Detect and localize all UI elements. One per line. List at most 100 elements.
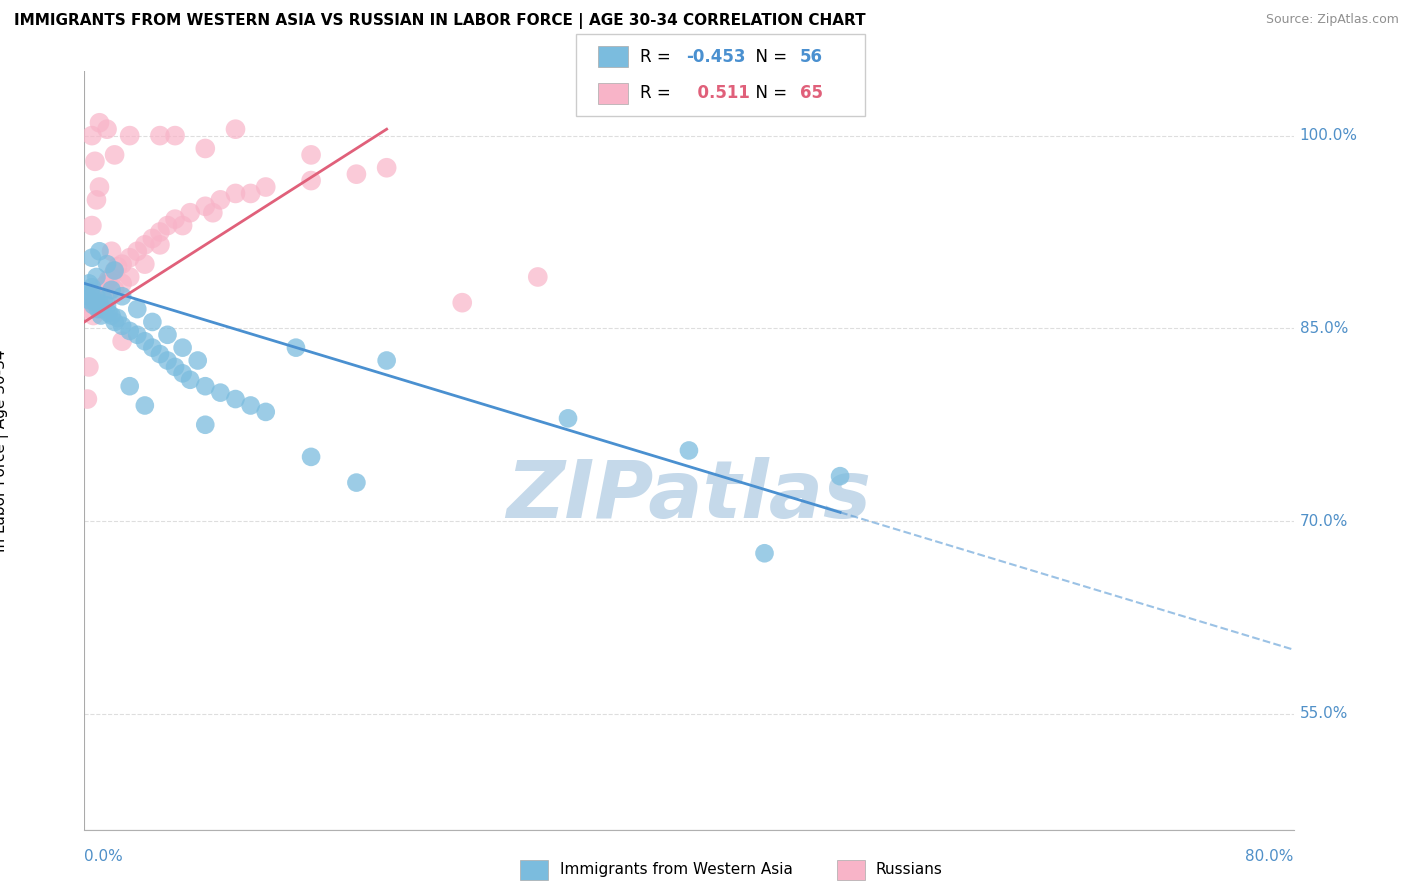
Point — [96, 122, 118, 136]
Point — [100, 309, 122, 323]
Point — [118, 128, 141, 143]
Point — [156, 353, 179, 368]
Point — [84, 295, 107, 310]
Point — [80, 128, 103, 143]
Point — [84, 154, 107, 169]
Text: 0.0%: 0.0% — [84, 849, 124, 863]
Point — [96, 289, 118, 303]
Point — [80, 285, 103, 300]
Text: Immigrants from Western Asia: Immigrants from Western Asia — [560, 863, 793, 877]
Point — [254, 405, 277, 419]
Point — [678, 443, 700, 458]
Point — [209, 193, 232, 207]
Point — [346, 167, 368, 181]
Point — [134, 334, 156, 349]
Point — [89, 116, 111, 130]
Point — [79, 285, 101, 300]
Text: N =: N = — [745, 84, 793, 103]
Point — [239, 186, 262, 201]
Point — [141, 315, 163, 329]
Point — [239, 399, 262, 413]
Text: R =: R = — [640, 47, 676, 66]
Point — [86, 270, 108, 285]
Text: 80.0%: 80.0% — [1246, 849, 1294, 863]
Point — [118, 251, 141, 265]
Point — [100, 283, 122, 297]
Point — [107, 260, 129, 274]
Point — [77, 359, 100, 374]
Text: 100.0%: 100.0% — [1299, 128, 1358, 143]
Point — [165, 212, 187, 227]
Point — [127, 302, 149, 317]
Point — [149, 225, 172, 239]
Text: R =: R = — [640, 84, 676, 103]
Point — [754, 546, 776, 560]
Point — [254, 180, 277, 194]
Point — [89, 302, 111, 317]
Point — [127, 244, 149, 259]
Point — [97, 272, 120, 286]
Point — [285, 341, 308, 355]
Point — [82, 309, 104, 323]
Point — [111, 289, 134, 303]
Point — [107, 311, 129, 326]
Point — [209, 385, 232, 400]
Point — [86, 283, 108, 297]
Point — [118, 270, 141, 285]
Point — [93, 293, 115, 307]
Point — [80, 280, 103, 294]
Point — [84, 295, 107, 310]
Text: 70.0%: 70.0% — [1299, 514, 1348, 529]
Point — [201, 205, 224, 219]
Text: 65: 65 — [800, 84, 823, 103]
Point — [79, 293, 101, 307]
Point — [77, 277, 100, 291]
Point — [104, 263, 127, 277]
Point — [165, 359, 187, 374]
Point — [111, 318, 134, 333]
Point — [149, 128, 172, 143]
Point — [451, 295, 474, 310]
Point — [87, 292, 110, 306]
Text: IMMIGRANTS FROM WESTERN ASIA VS RUSSIAN IN LABOR FORCE | AGE 30-34 CORRELATION C: IMMIGRANTS FROM WESTERN ASIA VS RUSSIAN … — [14, 13, 866, 29]
Point — [179, 205, 201, 219]
Point — [299, 148, 322, 162]
Point — [830, 469, 852, 483]
Point — [225, 122, 247, 136]
Text: 55.0%: 55.0% — [1299, 706, 1348, 722]
Point — [156, 327, 179, 342]
Point — [225, 186, 247, 201]
Point — [375, 161, 398, 175]
Point — [194, 141, 217, 155]
Point — [89, 244, 111, 259]
Point — [179, 373, 201, 387]
Point — [76, 295, 98, 310]
Point — [86, 193, 108, 207]
Point — [76, 289, 98, 303]
Point — [91, 283, 114, 297]
Point — [100, 244, 122, 259]
Point — [134, 257, 156, 271]
Point — [149, 347, 172, 361]
Point — [90, 309, 112, 323]
Point — [299, 450, 322, 464]
Point — [127, 327, 149, 342]
Point — [111, 277, 134, 291]
Point — [82, 289, 104, 303]
Text: 0.511: 0.511 — [686, 84, 749, 103]
Point — [134, 237, 156, 252]
Point — [77, 289, 100, 303]
Point — [76, 392, 98, 406]
Point — [97, 306, 120, 320]
Point — [149, 237, 172, 252]
Point — [104, 263, 127, 277]
Point — [82, 298, 104, 312]
Point — [557, 411, 579, 425]
Point — [172, 219, 194, 233]
Point — [165, 128, 187, 143]
Point — [96, 298, 118, 312]
Point — [194, 199, 217, 213]
Point — [172, 341, 194, 355]
Text: 85.0%: 85.0% — [1299, 321, 1348, 336]
Point — [100, 270, 122, 285]
